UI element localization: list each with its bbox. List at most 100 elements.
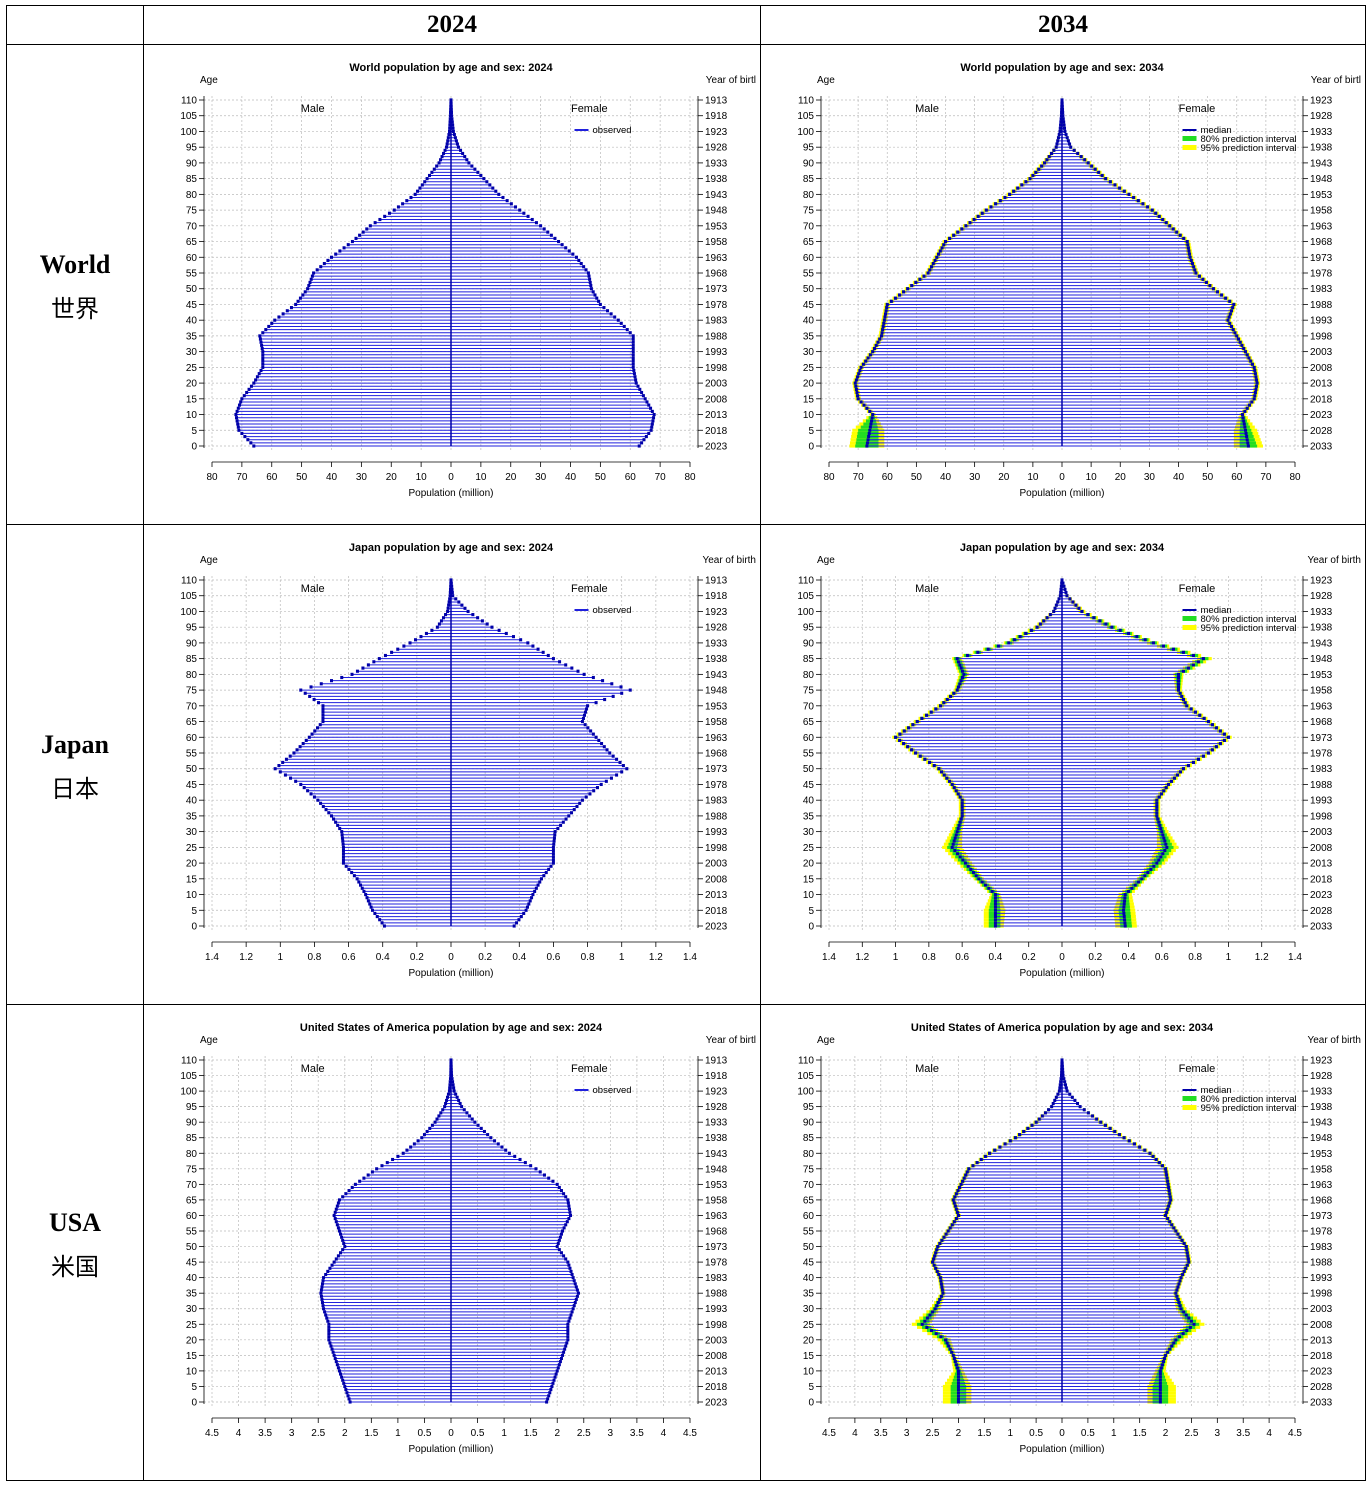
female-bar-end (519, 638, 523, 642)
age-tick-label: 65 (803, 237, 815, 248)
x-tick-label: 70 (1260, 472, 1272, 483)
female-bar-end (1166, 1179, 1170, 1183)
female-bar-end (538, 1170, 542, 1174)
age-tick-label: 10 (186, 1366, 198, 1377)
yob-tick-label: 2023 (1310, 890, 1333, 901)
male-bar-end (366, 1173, 370, 1177)
male-bar-end (935, 1304, 939, 1308)
male-bar-end (914, 280, 918, 285)
male-bar-end (339, 1232, 343, 1236)
female-bar-end (1113, 1129, 1117, 1134)
female-bar-end (542, 227, 546, 231)
female-bar-end (460, 1105, 464, 1109)
male-bar-end (954, 789, 958, 793)
female-bar-end (1185, 1328, 1189, 1333)
female-bar-end (1068, 597, 1072, 601)
male-bar-end (337, 1369, 341, 1373)
male-bar-end (1012, 638, 1016, 642)
male-bar-end (341, 1238, 345, 1242)
female-bar-end (1184, 1266, 1188, 1270)
male-bar-end (240, 431, 244, 435)
female-bar-end (1244, 431, 1248, 435)
age-tick-label: 60 (803, 1211, 815, 1222)
male-bar-end (902, 729, 906, 733)
male-bar-end (868, 425, 872, 429)
male-bar-end (331, 1350, 335, 1354)
male-bar-end (347, 867, 351, 871)
male-bar-end (954, 1207, 958, 1211)
female-bar-end (1245, 353, 1249, 357)
female-bar-end (602, 306, 606, 310)
x-tick-label: 4 (236, 1428, 242, 1439)
age-tick-label: 40 (803, 1273, 815, 1284)
male-label: Male (301, 583, 325, 595)
left-axis-title: Age (817, 555, 835, 566)
male-bar-end (955, 852, 959, 856)
male-bar-end (326, 258, 330, 262)
male-bar-end (324, 1313, 328, 1317)
x-tick-label: 40 (940, 472, 952, 483)
female-bar-end (518, 1157, 522, 1162)
age-tick-label: 90 (186, 158, 198, 169)
male-bar-end (359, 883, 363, 887)
yob-tick-label: 1913 (705, 1056, 728, 1067)
male-bar-end (355, 877, 359, 881)
male-bar-end (440, 155, 444, 159)
female-bar-end (1154, 211, 1158, 215)
male-bar-end (312, 697, 316, 702)
female-bar-end (1171, 227, 1175, 231)
female-bar-end (531, 892, 535, 897)
yob-tick-label: 1953 (705, 221, 728, 232)
age-tick-label: 10 (803, 890, 815, 901)
male-bar-end (969, 867, 973, 871)
x-tick-label: 0.8 (1188, 952, 1202, 963)
yob-tick-label: 1953 (1310, 190, 1333, 201)
female-bar-end (1178, 1304, 1182, 1308)
male-bar-end (332, 1353, 336, 1357)
female-bar-end (1188, 252, 1192, 256)
male-bar-end (330, 814, 333, 818)
male-bar-end (312, 271, 316, 275)
female-bar-end (1158, 1372, 1162, 1376)
yob-tick-label: 1933 (1310, 1087, 1333, 1098)
male-bar-end (945, 697, 949, 702)
female-bar-end (633, 375, 637, 379)
female-bar-end (1190, 261, 1194, 266)
male-bar-end (1020, 183, 1024, 187)
male-bar-end (993, 892, 997, 897)
male-bar-end (956, 1213, 960, 1218)
male-bar-end (914, 751, 918, 755)
x-axis-label: Population (million) (1019, 488, 1104, 499)
male-bar-end (321, 716, 325, 720)
female-bar-end (531, 644, 535, 648)
female-bar-end (1243, 350, 1247, 354)
age-tick-label: 50 (803, 1242, 815, 1253)
x-tick-label: 0 (1059, 472, 1065, 483)
x-tick-label: 0.5 (1081, 1428, 1095, 1439)
age-tick-label: 95 (803, 623, 815, 634)
male-bar-end (958, 682, 962, 686)
age-tick-label: 105 (180, 1071, 197, 1082)
male-bar-end (447, 600, 451, 604)
male-bar-end (319, 265, 323, 269)
female-bar-end (1245, 406, 1249, 410)
female-bar-end (1072, 148, 1076, 152)
male-bar-end (322, 1276, 326, 1280)
male-bar-end (357, 880, 361, 884)
female-bar-end (601, 679, 605, 683)
male-bar-end (368, 902, 372, 906)
age-tick-label: 95 (803, 1102, 815, 1113)
male-bar-end (445, 145, 449, 149)
male-bar-end (1022, 1129, 1026, 1134)
male-bar-end (930, 1328, 934, 1333)
male-bar-end (252, 381, 256, 385)
female-bar-end (591, 732, 595, 736)
female-bar-end (1161, 1360, 1165, 1364)
male-bar-end (1058, 126, 1062, 130)
x-tick-label: 1.4 (822, 952, 836, 963)
female-bar-end (476, 1123, 480, 1127)
male-bar-end (940, 770, 944, 774)
male-bar-end (963, 861, 967, 865)
female-bar-end (557, 239, 561, 244)
female-bar-end (1151, 1154, 1155, 1158)
